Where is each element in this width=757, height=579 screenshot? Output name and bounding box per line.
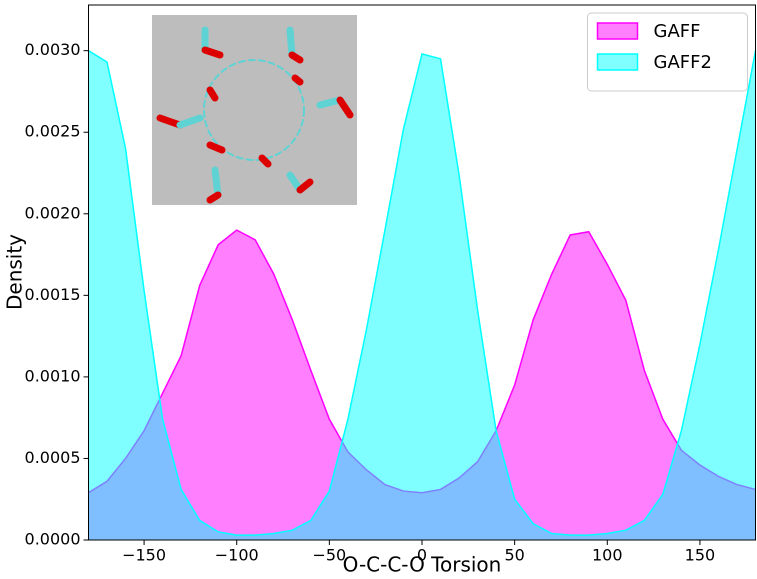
y-tick-label: 0.0020 [25, 203, 81, 222]
x-tick-label: 150 [685, 546, 716, 565]
inset-background [152, 15, 357, 205]
x-tick-label: −50 [312, 546, 346, 565]
legend-label: GAFF2 [654, 52, 712, 73]
x-tick-label: −150 [122, 546, 166, 565]
y-tick-label: 0.0025 [25, 122, 81, 141]
y-tick-label: 0.0030 [25, 40, 81, 59]
x-tick-label: 100 [592, 546, 623, 565]
inset-image [152, 15, 357, 205]
x-tick-label: 0 [417, 546, 427, 565]
x-tick-label: 50 [504, 546, 524, 565]
y-tick-label: 0.0000 [25, 530, 81, 549]
legend-swatch [598, 54, 638, 70]
y-axis-label: Density [3, 234, 27, 310]
y-tick-label: 0.0010 [25, 366, 81, 385]
chart: O-C-C-O Torsion Density −150−100−5005010… [0, 0, 757, 579]
legend-label: GAFF [654, 21, 701, 42]
x-tick-label: −100 [215, 546, 259, 565]
y-tick-label: 0.0005 [25, 448, 81, 467]
y-tick-label: 0.0015 [25, 285, 81, 304]
legend-swatch [598, 23, 638, 39]
legend: GAFF GAFF2 [588, 13, 748, 91]
